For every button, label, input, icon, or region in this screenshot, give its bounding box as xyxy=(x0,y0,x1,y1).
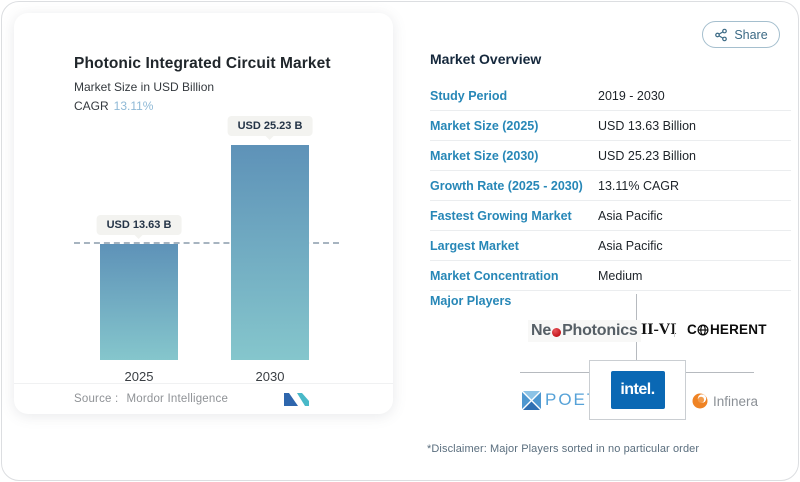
overview-table: Study Period 2019 - 2030 Market Size (20… xyxy=(430,81,791,291)
table-row: Study Period 2019 - 2030 xyxy=(430,81,791,111)
reference-dashed-line xyxy=(74,242,339,244)
infinera-logo: Infinera xyxy=(692,393,758,409)
row-label: Market Size (2030) xyxy=(430,148,539,163)
neophotonics-text: Ne xyxy=(531,322,552,339)
row-value: Asia Pacific xyxy=(598,238,663,253)
row-value: 2019 - 2030 xyxy=(598,88,665,103)
cagr-label: CAGR xyxy=(74,99,109,113)
table-row: Market Size (2030) USD 25.23 Billion xyxy=(430,141,791,171)
neophotonics-dot-icon xyxy=(552,327,562,337)
poet-text: POET xyxy=(545,390,600,409)
share-label: Share xyxy=(734,27,768,42)
coherent-text: C xyxy=(687,322,697,337)
disclaimer-text: *Disclaimer: Major Players sorted in no … xyxy=(427,443,700,455)
bar-2025 xyxy=(100,244,178,360)
intel-logo: intel. xyxy=(610,371,665,409)
row-value: Medium xyxy=(598,268,643,283)
row-value: 13.11% CAGR xyxy=(598,178,680,193)
org-chart-right-line xyxy=(684,372,754,373)
ii-vi-logo: II-VI xyxy=(641,321,677,338)
coherent-text: HERENT xyxy=(709,322,767,337)
row-value: Asia Pacific xyxy=(598,208,663,223)
row-label: Growth Rate (2025 - 2030) xyxy=(430,178,583,193)
source-name: Mordor Intelligence xyxy=(126,393,229,405)
logo-separator xyxy=(674,324,675,337)
infinera-swirl-icon xyxy=(692,393,708,409)
row-label: Study Period xyxy=(430,88,508,103)
table-row: Market Concentration Medium xyxy=(430,261,791,291)
chart-subtitle: Market Size in USD Billion xyxy=(74,80,215,94)
table-row: Largest Market Asia Pacific xyxy=(430,231,791,261)
row-value: USD 25.23 Billion xyxy=(598,148,696,163)
overview-heading: Market Overview xyxy=(430,51,542,67)
row-value: USD 13.63 Billion xyxy=(598,118,696,133)
coherent-logo: C HERENT xyxy=(687,322,767,337)
intel-text: intel. xyxy=(620,381,655,398)
row-label: Fastest Growing Market xyxy=(430,208,572,223)
bar-value-label-2030: USD 25.23 B xyxy=(227,116,313,136)
poet-square-icon xyxy=(522,390,541,410)
bar-chart: USD 13.63 B 2025 USD 25.23 B 2030 xyxy=(14,13,393,414)
share-button[interactable]: Share xyxy=(702,21,780,48)
chart-title: Photonic Integrated Circuit Market xyxy=(74,55,331,72)
x-axis-label-2030: 2030 xyxy=(255,369,285,384)
share-icon xyxy=(715,28,728,41)
neophotonics-logo: Ne Photonics xyxy=(528,320,641,342)
cagr-value: 13.11% xyxy=(113,99,154,113)
major-players-label: Major Players xyxy=(430,294,512,308)
chart-cagr: CAGR 13.11% xyxy=(74,99,331,113)
chart-card: Photonic Integrated Circuit Market Marke… xyxy=(14,13,393,414)
coherent-globe-icon xyxy=(697,323,709,336)
chart-header: Photonic Integrated Circuit Market Marke… xyxy=(74,55,331,113)
infinera-text: Infinera xyxy=(713,393,759,409)
row-label: Largest Market xyxy=(430,238,519,253)
table-row: Market Size (2025) USD 13.63 Billion xyxy=(430,111,791,141)
bar-value-label-2025: USD 13.63 B xyxy=(96,215,182,235)
x-axis-label-2025: 2025 xyxy=(124,369,154,384)
mordor-intelligence-logo-icon xyxy=(284,392,309,407)
row-label: Market Concentration xyxy=(430,268,559,283)
neophotonics-text: Photonics xyxy=(562,322,638,339)
intel-logo-box: intel. xyxy=(589,360,686,420)
org-chart-left-line xyxy=(520,372,589,373)
table-row: Fastest Growing Market Asia Pacific xyxy=(430,201,791,231)
source-row: Source : Mordor Intelligence xyxy=(14,383,393,414)
row-label: Market Size (2025) xyxy=(430,118,539,133)
source-label: Source : xyxy=(74,393,119,405)
poet-logo: POET xyxy=(522,390,599,410)
table-row: Growth Rate (2025 - 2030) 13.11% CAGR xyxy=(430,171,791,201)
bar-2030 xyxy=(231,145,309,360)
